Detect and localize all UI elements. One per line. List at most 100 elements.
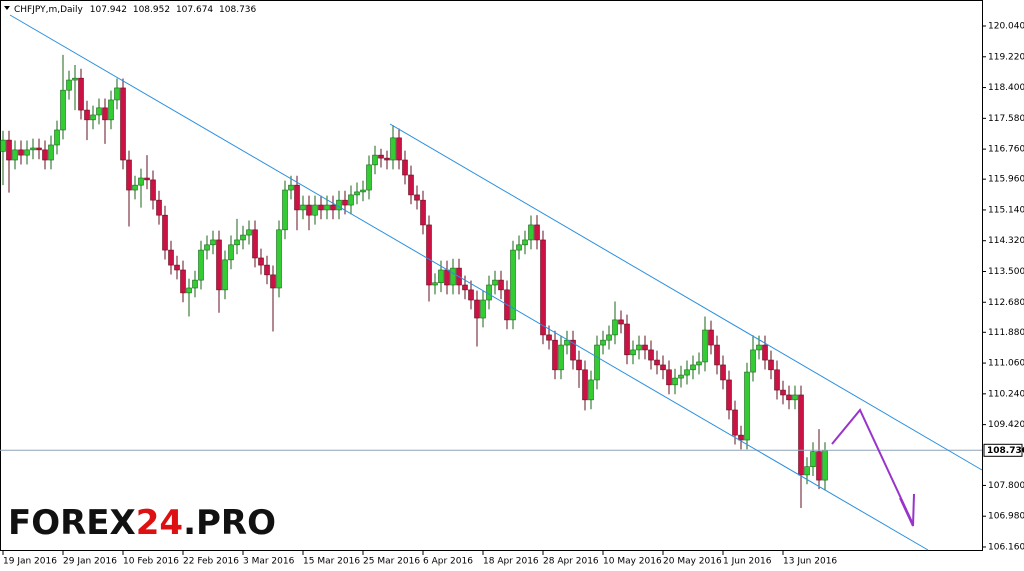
candle-body — [288, 184, 294, 191]
candle-body — [690, 364, 696, 371]
low-value: 107.674 — [176, 5, 213, 15]
candle-body — [0, 139, 6, 152]
plot-area — [0, 54, 982, 508]
candle-body — [720, 364, 726, 381]
candle-body — [84, 109, 90, 121]
candle-body — [132, 184, 138, 191]
candle-body — [114, 87, 120, 101]
candle-body — [468, 289, 474, 301]
candle-body — [822, 449, 828, 481]
candle-body — [30, 147, 36, 151]
candle-body — [6, 139, 12, 161]
candle-body — [600, 339, 606, 346]
candle-body — [216, 239, 222, 291]
candle-body — [714, 344, 720, 366]
candle-body — [96, 107, 102, 116]
watermark-part: FOREX — [8, 503, 136, 543]
candle-body — [144, 177, 150, 181]
candle-body — [426, 224, 432, 286]
candle-body — [492, 279, 498, 286]
candle-body — [156, 199, 162, 216]
candle-body — [318, 204, 324, 211]
candle-body — [480, 299, 486, 319]
candle-body — [648, 349, 654, 361]
candle-body — [744, 371, 750, 441]
watermark: FOREX24.PRO — [8, 503, 276, 543]
candle-body — [60, 89, 66, 131]
y-tick-label: 117.580 — [988, 114, 1024, 124]
x-tick-label: 10 May 2016 — [603, 557, 662, 567]
x-tick-label: 13 Jun 2016 — [783, 557, 837, 567]
candle-body — [384, 157, 390, 161]
candle-body — [78, 77, 84, 111]
candle-body — [102, 107, 108, 121]
candle-body — [516, 244, 522, 251]
forecast-arrow — [831, 408, 913, 523]
candle-body — [636, 344, 642, 351]
y-tick-label: 107.800 — [988, 481, 1024, 491]
candle-body — [462, 284, 468, 291]
candle-body — [324, 204, 330, 211]
candle-body — [540, 239, 546, 336]
x-tick-label: 18 Apr 2016 — [483, 557, 539, 567]
candle-body — [186, 287, 192, 294]
candle-body — [276, 229, 282, 289]
candle-body — [240, 234, 246, 241]
candle-body — [738, 434, 744, 441]
candle-body — [414, 194, 420, 201]
candle-body — [246, 229, 252, 236]
candle-body — [204, 244, 210, 251]
y-tick-label: 115.960 — [988, 175, 1024, 185]
candle-body — [654, 359, 660, 366]
candle-body — [342, 199, 348, 206]
y-tick-label: 119.220 — [988, 52, 1024, 62]
candle-body — [594, 344, 600, 381]
candle-body — [108, 99, 114, 121]
candle-body — [366, 164, 372, 191]
candle-body — [54, 129, 60, 146]
candle-body — [672, 377, 678, 386]
candle-body — [750, 349, 756, 373]
candle-body — [408, 174, 414, 196]
candle-body — [576, 359, 582, 371]
candle-body — [270, 274, 276, 289]
candle-body — [534, 224, 540, 241]
candle-body — [312, 204, 318, 216]
candle-body — [618, 319, 624, 325]
candle-body — [558, 344, 564, 371]
y-tick-label: 111.060 — [988, 359, 1024, 369]
candle-body — [264, 264, 270, 276]
forecast-arrowhead — [899, 493, 915, 527]
candle-body — [174, 264, 180, 271]
candle-body — [570, 339, 576, 361]
candle-body — [810, 451, 816, 467]
candle-body — [606, 334, 612, 341]
candle-body — [258, 257, 264, 266]
candle-body — [138, 177, 144, 186]
candle-body — [582, 369, 588, 401]
candle-body — [774, 369, 780, 391]
y-tick-label: 106.980 — [988, 512, 1024, 522]
candle-body — [702, 329, 708, 363]
candle-body — [66, 79, 72, 91]
candle-body — [42, 149, 48, 161]
candle-body — [732, 409, 738, 436]
candle-body — [486, 284, 492, 301]
candle-body — [348, 194, 354, 206]
candle-body — [546, 334, 552, 341]
candle-body — [792, 394, 798, 401]
candle-body — [498, 279, 504, 291]
candle-body — [372, 154, 378, 166]
candle-body — [444, 269, 450, 286]
x-tick-label: 10 Feb 2016 — [123, 557, 179, 567]
x-tick-label: 3 Mar 2016 — [243, 557, 295, 567]
high-value: 108.952 — [133, 5, 170, 15]
candle-body — [528, 224, 534, 241]
close-value: 108.736 — [219, 5, 256, 15]
x-tick-label: 28 Apr 2016 — [543, 557, 599, 567]
candle-body — [768, 359, 774, 371]
open-value: 107.942 — [90, 5, 127, 15]
candle-body — [180, 269, 186, 294]
channel-line-lower — [9, 14, 929, 551]
